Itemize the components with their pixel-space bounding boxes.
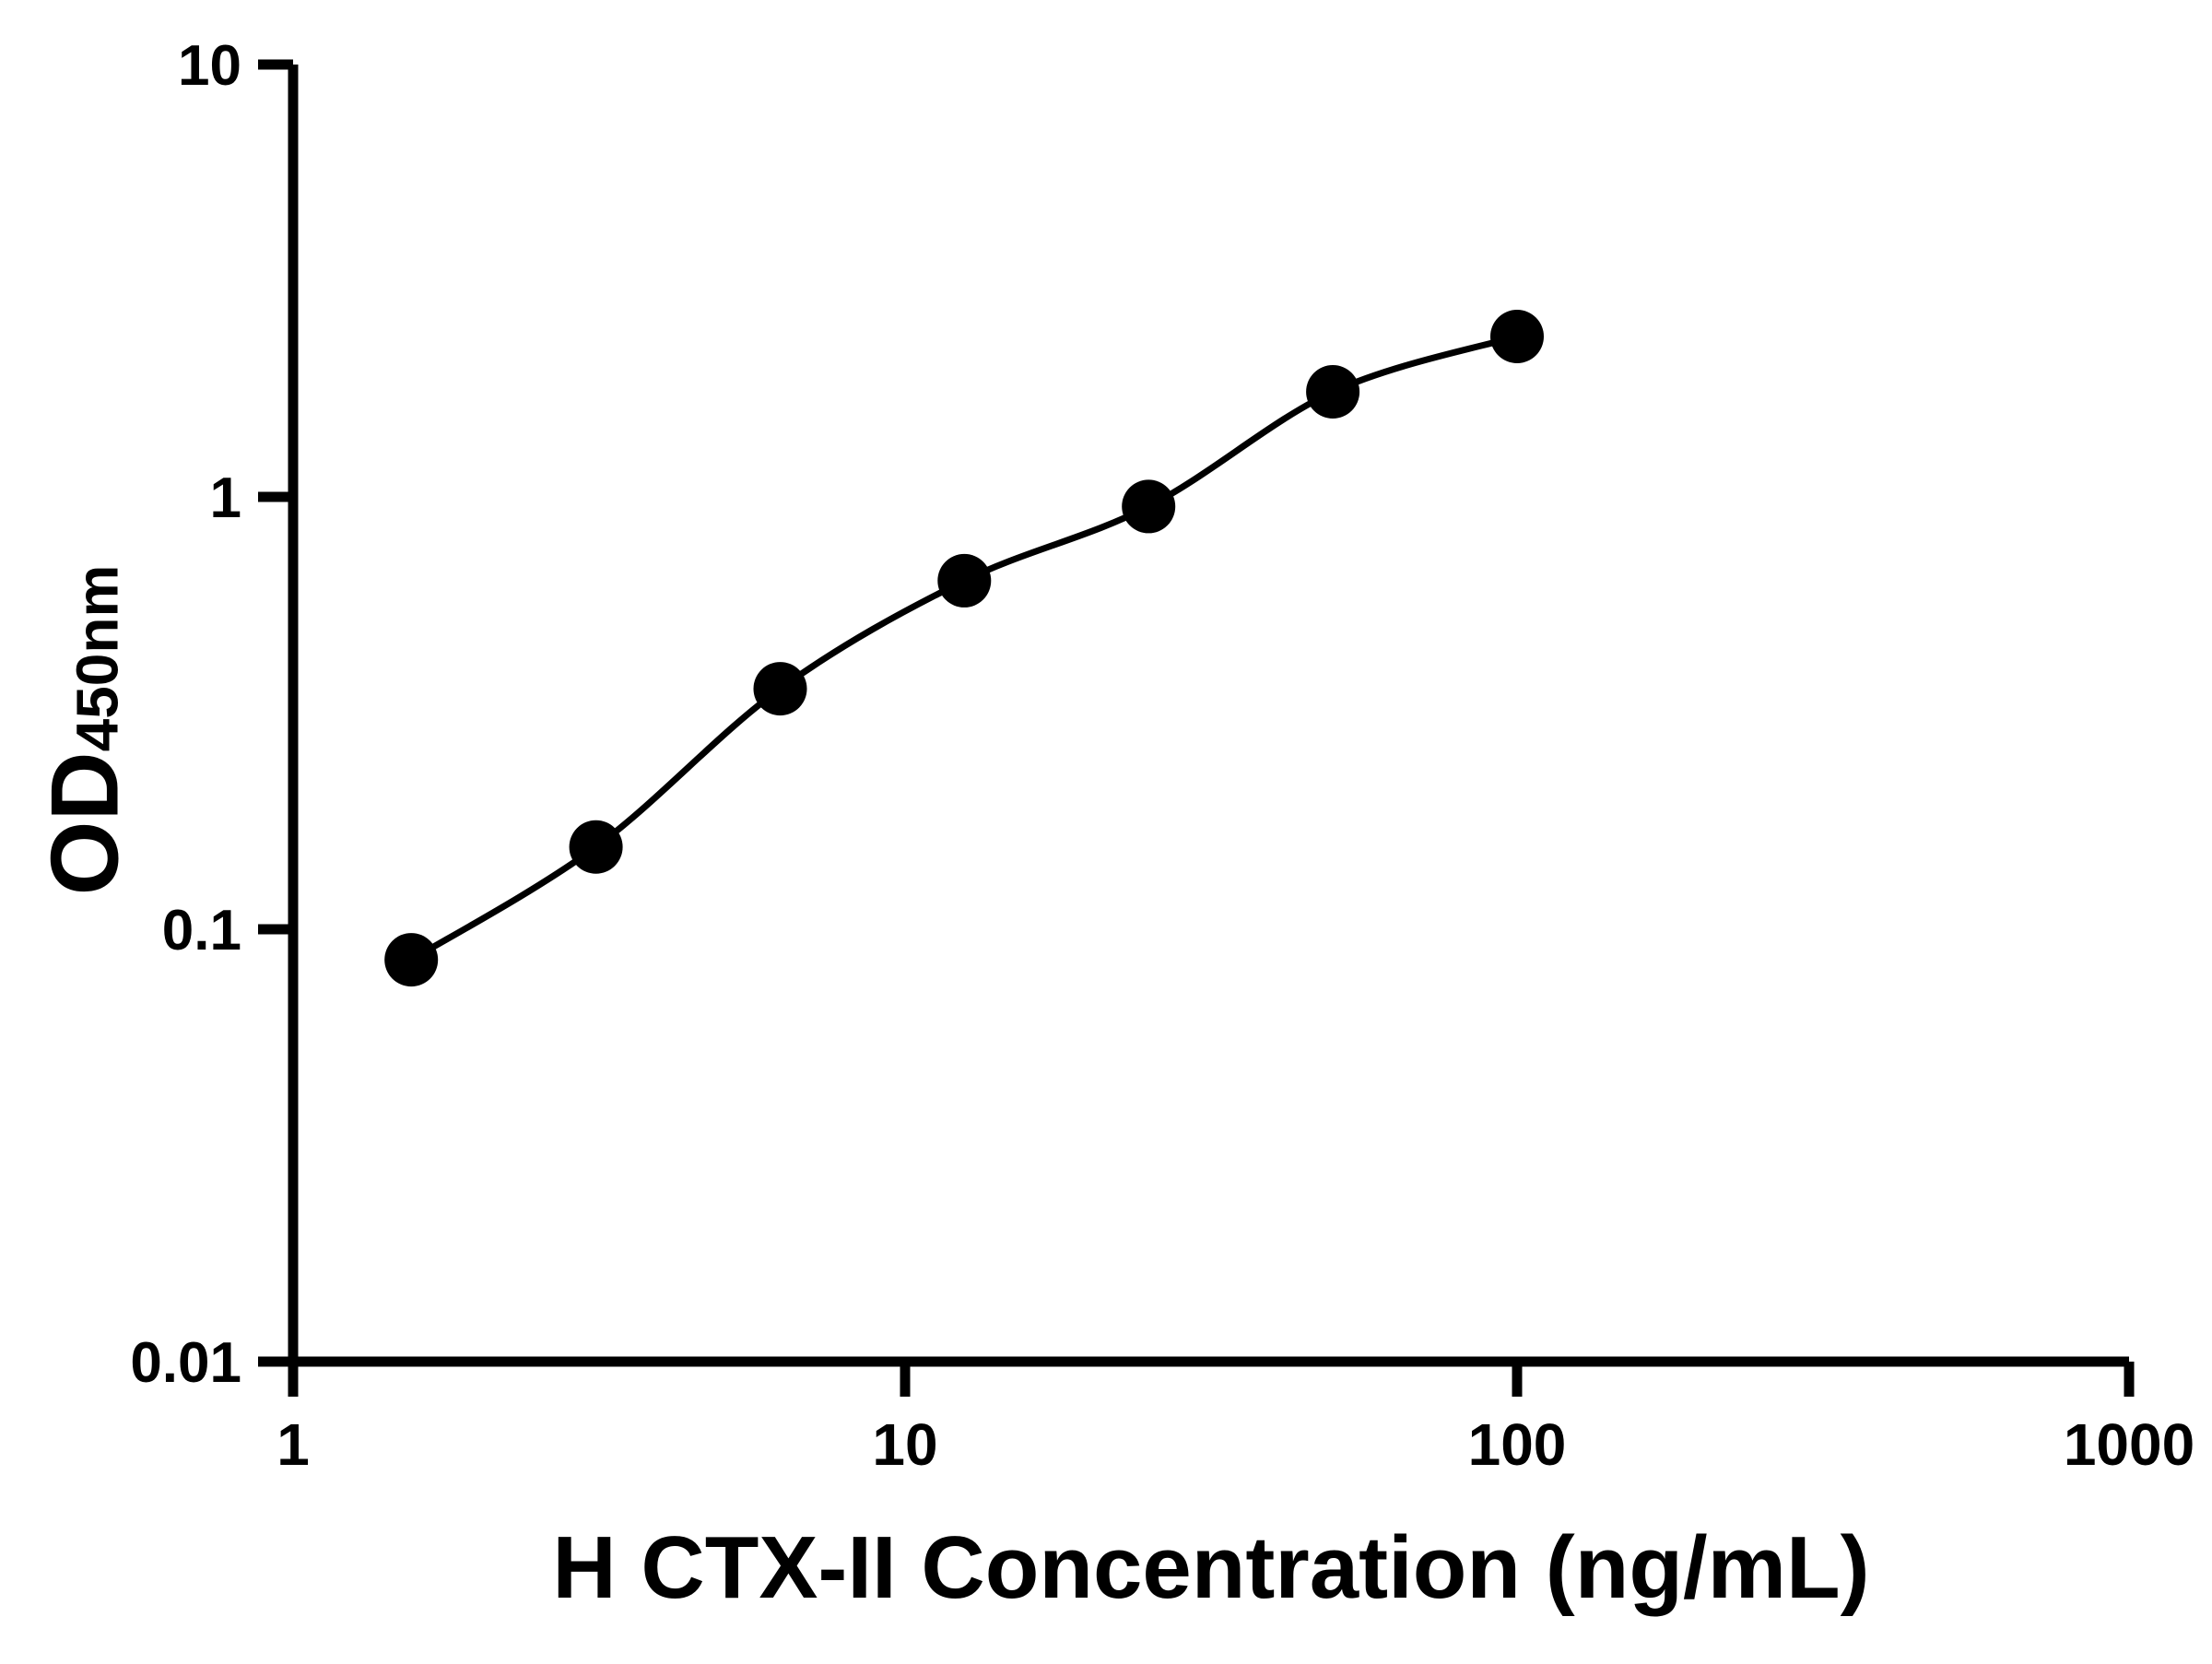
data-point [569, 820, 623, 874]
y-tick-label: 10 [178, 34, 241, 98]
x-axis-title: H CTX-II Concentration (ng/mL) [552, 1518, 1870, 1617]
data-point [384, 933, 439, 987]
data-point [937, 553, 992, 608]
y-tick-label: 0.01 [130, 1331, 241, 1395]
y-axis-title-sub: 450nm [64, 564, 131, 752]
x-tick-label: 100 [1468, 1411, 1567, 1478]
fit-curve [409, 333, 1519, 963]
x-tick-label: 10 [872, 1411, 937, 1478]
axis-spines [288, 65, 2129, 1367]
data-point [1122, 479, 1176, 534]
y-tick-label: 1 [210, 466, 241, 530]
data-point [753, 662, 807, 716]
data-point [1490, 310, 1544, 363]
x-tick-label: 1000 [2064, 1411, 2194, 1478]
x-tick-label: 1 [276, 1411, 310, 1478]
y-axis-title-main: OD [31, 751, 139, 896]
data-point [1306, 365, 1360, 419]
y-tick-label: 0.1 [162, 899, 241, 962]
y-axis-title: OD 450nm [31, 565, 141, 896]
